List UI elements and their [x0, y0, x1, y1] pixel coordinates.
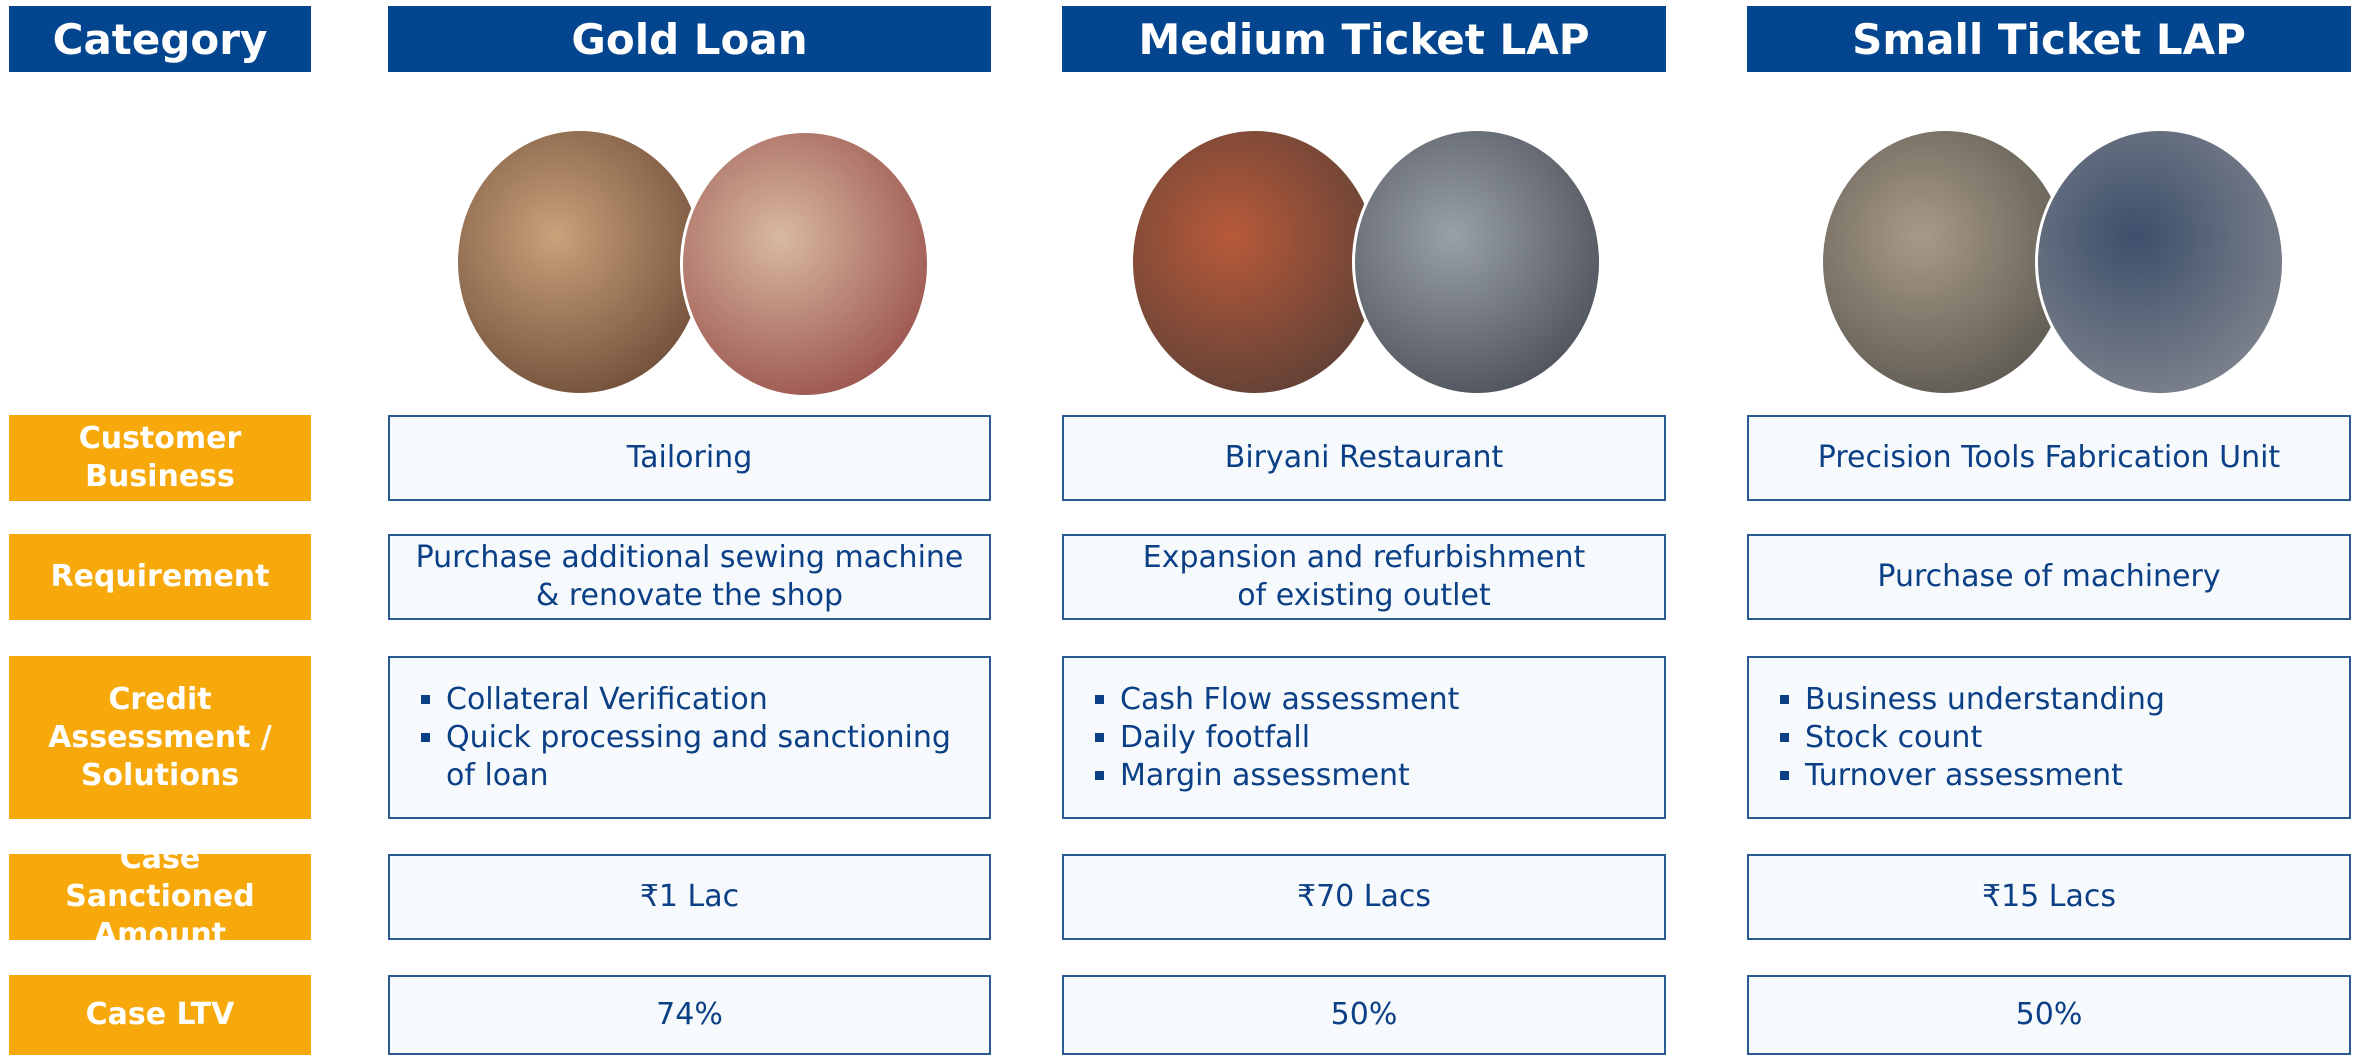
header-cell: Category: [9, 6, 311, 72]
bullet-item: Daily footfall: [1120, 719, 1644, 757]
table-cell: Business understandingStock countTurnove…: [1747, 656, 2351, 819]
table-cell: Collateral VerificationQuick processing …: [388, 656, 991, 819]
photo: [680, 130, 930, 398]
table-cell: Expansion and refurbishment of existing o…: [1062, 534, 1666, 620]
bullet-item: Quick processing and sanctioning of loan: [446, 719, 969, 795]
row-label: Credit Assessment / Solutions: [9, 656, 311, 819]
cell-text: Purchase of machinery: [1877, 558, 2220, 596]
row-label: Customer Business: [9, 415, 311, 501]
photo: [1130, 128, 1380, 396]
cell-line: Purchase additional sewing machine & ren…: [415, 540, 964, 613]
bullet-item: Cash Flow assessment: [1120, 681, 1644, 719]
bullet-list: Business understandingStock countTurnove…: [1769, 681, 2329, 795]
photo: [455, 128, 705, 396]
photo: [1352, 128, 1602, 396]
bullet-item: Turnover assessment: [1805, 757, 2329, 795]
table-cell: Purchase of machinery: [1747, 534, 2351, 620]
cell-line: Purchase of machinery: [1877, 559, 2221, 594]
bullet-list: Cash Flow assessmentDaily footfallMargin…: [1084, 681, 1644, 795]
header-cell: Gold Loan: [388, 6, 991, 72]
cell-line: Expansion and refurbishment: [1142, 540, 1586, 575]
table-cell: ₹70 Lacs: [1062, 854, 1666, 940]
table-cell: Tailoring: [388, 415, 991, 501]
cell-line: of existing outlet: [1237, 578, 1491, 613]
bullet-item: Collateral Verification: [446, 681, 969, 719]
cell-text: Expansion and refurbishment of existing o…: [1143, 539, 1586, 615]
table-cell: 74%: [388, 975, 991, 1055]
table-cell: Purchase additional sewing machine & ren…: [388, 534, 991, 620]
header-cell: Small Ticket LAP: [1747, 6, 2351, 72]
bullet-item: Stock count: [1805, 719, 2329, 757]
row-label: Case Sanctioned Amount: [9, 841, 311, 952]
row-label: Requirement: [9, 534, 311, 620]
table-cell: 50%: [1747, 975, 2351, 1055]
table-cell: Precision Tools Fabrication Unit: [1747, 415, 2351, 501]
bullet-list: Collateral VerificationQuick processing …: [410, 681, 969, 795]
table-cell: 50%: [1062, 975, 1666, 1055]
table-cell: ₹1 Lac: [388, 854, 991, 940]
table-cell: Biryani Restaurant: [1062, 415, 1666, 501]
table-cell: ₹15 Lacs: [1747, 854, 2351, 940]
table-cell: Cash Flow assessmentDaily footfallMargin…: [1062, 656, 1666, 819]
row-label: Case LTV: [9, 975, 311, 1055]
bullet-item: Margin assessment: [1120, 757, 1644, 795]
photo: [1820, 128, 2070, 396]
cell-text: Purchase additional sewing machine & ren…: [410, 539, 969, 615]
photo: [2035, 128, 2285, 396]
bullet-item: Business understanding: [1805, 681, 2329, 719]
header-cell: Medium Ticket LAP: [1062, 6, 1666, 72]
